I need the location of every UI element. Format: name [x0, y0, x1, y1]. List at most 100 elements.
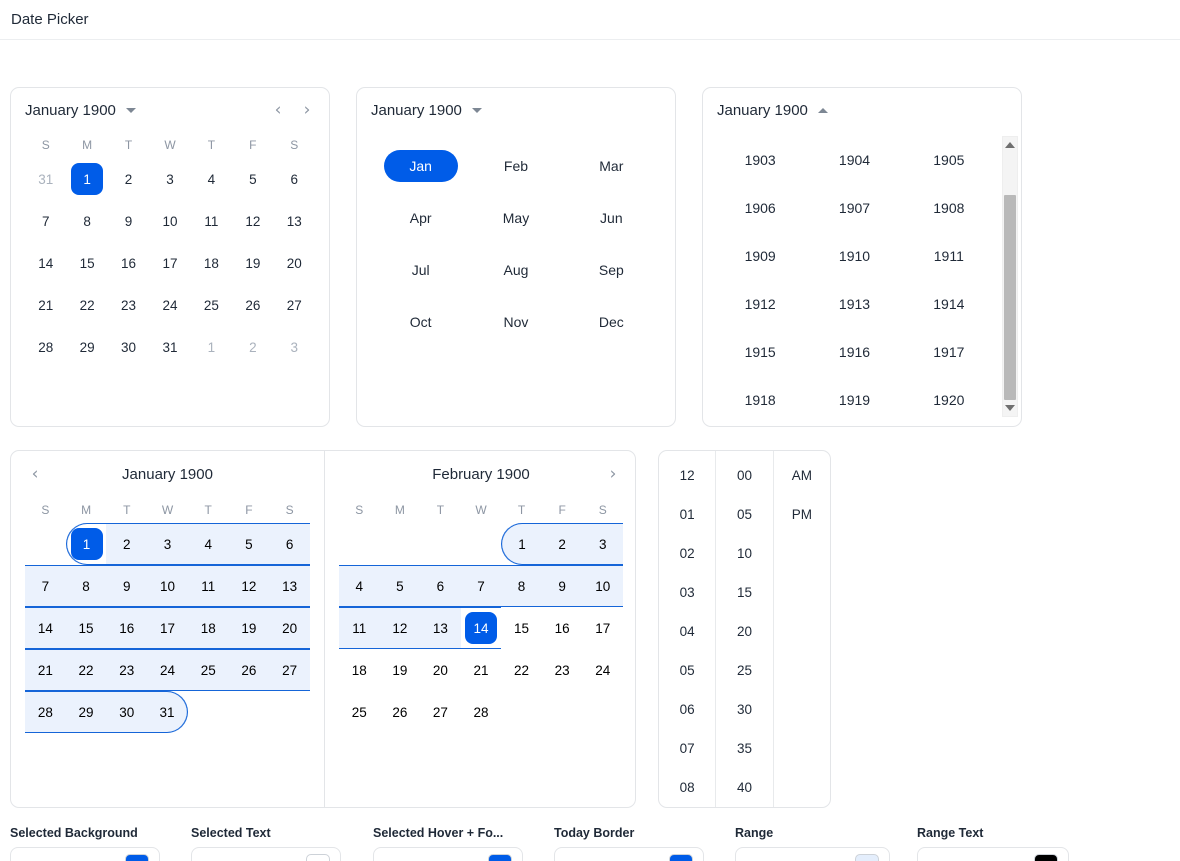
range-day-cell[interactable]: 13 [269, 565, 310, 607]
minute-option[interactable]: 10 [736, 546, 752, 561]
month-cell-aug[interactable]: Aug [468, 244, 563, 296]
month-cell-may[interactable]: May [468, 192, 563, 244]
color-value-text[interactable]: #000000 [930, 859, 1034, 861]
day-cell[interactable]: 30 [108, 326, 149, 368]
color-input-field[interactable]: #005CE8 [373, 847, 523, 861]
meridiem-column[interactable]: AM PM [772, 451, 830, 807]
day-cell[interactable]: 23 [108, 284, 149, 326]
range-day-cell[interactable]: 9 [106, 565, 148, 607]
color-value-text[interactable]: #005CE8 [567, 859, 669, 861]
color-input-field[interactable]: #005CE8 [554, 847, 704, 861]
day-cell[interactable]: 13 [274, 200, 315, 242]
color-swatch[interactable] [125, 854, 149, 861]
chevron-up-icon[interactable] [817, 107, 828, 113]
color-value-text[interactable]: RGBA(0, 92, 2 [748, 859, 855, 861]
day-cell[interactable]: 27 [274, 284, 315, 326]
day-cell[interactable]: 20 [274, 242, 315, 284]
range-day-cell[interactable]: 4 [187, 523, 229, 565]
range-day-cell[interactable]: 31 [147, 691, 188, 733]
range-day-cell[interactable]: 24 [147, 649, 188, 691]
scrollbar-thumb[interactable] [1004, 195, 1016, 400]
range-day-cell[interactable]: 29 [65, 691, 107, 733]
day-cell[interactable]: 17 [149, 242, 190, 284]
day-cell[interactable]: 2 [108, 158, 149, 200]
hour-option[interactable]: 01 [679, 507, 695, 522]
color-value-text[interactable]: #FFFFFF [204, 859, 306, 861]
year-cell-1918[interactable]: 1918 [744, 392, 776, 408]
day-cell[interactable]: 1 [66, 158, 107, 200]
range-day-cell[interactable]: 4 [339, 565, 380, 607]
hour-option[interactable]: 12 [679, 468, 695, 483]
range-day-cell[interactable]: 7 [25, 565, 66, 607]
chevron-left-icon[interactable]: ‹ [274, 100, 282, 120]
range-day-cell[interactable]: 14 [25, 607, 66, 649]
chevron-down-icon[interactable] [125, 107, 136, 113]
day-cell[interactable]: 8 [66, 200, 107, 242]
year-cell-1917[interactable]: 1917 [933, 344, 965, 360]
month-cell-apr[interactable]: Apr [373, 192, 468, 244]
chevron-left-icon[interactable]: ‹ [31, 464, 39, 484]
range-day-cell[interactable]: 12 [379, 607, 421, 649]
month-cell-jan[interactable]: Jan [373, 140, 468, 192]
month-calendar-title[interactable]: January 1900 [371, 101, 462, 119]
triangle-up-icon[interactable] [1005, 142, 1015, 148]
range-day-cell[interactable]: 25 [187, 649, 229, 691]
range-day-cell[interactable]: 16 [542, 607, 583, 649]
chevron-down-icon[interactable] [471, 107, 482, 113]
range-day-cell[interactable]: 21 [25, 649, 66, 691]
range-day-cell[interactable]: 15 [501, 607, 542, 649]
minute-option[interactable]: 30 [736, 702, 752, 717]
range-day-cell[interactable]: 19 [228, 607, 270, 649]
range-day-cell[interactable]: 26 [380, 691, 421, 733]
range-day-cell[interactable]: 3 [147, 523, 188, 565]
range-day-cell[interactable]: 7 [460, 565, 502, 607]
day-cell[interactable]: 11 [191, 200, 232, 242]
day-cell[interactable]: 26 [232, 284, 273, 326]
range-day-cell[interactable]: 17 [582, 607, 623, 649]
day-cell[interactable]: 1 [191, 326, 232, 368]
color-value-text[interactable]: #005CE8 [386, 859, 488, 861]
day-cell[interactable]: 21 [25, 284, 66, 326]
year-calendar-title[interactable]: January 1900 [717, 101, 808, 119]
month-cell-jul[interactable]: Jul [373, 244, 468, 296]
minute-option[interactable]: 00 [736, 468, 752, 483]
range-day-cell[interactable]: 8 [501, 565, 542, 607]
range-day-cell[interactable]: 26 [228, 649, 270, 691]
year-cell-1908[interactable]: 1908 [933, 200, 965, 216]
meridiem-option[interactable]: PM [791, 507, 812, 522]
minute-option[interactable]: 05 [736, 507, 752, 522]
range-day-cell[interactable]: 6 [420, 565, 461, 607]
day-cell[interactable]: 14 [25, 242, 66, 284]
range-day-cell[interactable]: 18 [339, 649, 380, 691]
range-day-cell[interactable]: 23 [542, 649, 583, 691]
year-cell-1911[interactable]: 1911 [933, 248, 964, 264]
day-cell[interactable]: 31 [25, 158, 66, 200]
meridiem-option[interactable]: AM [791, 468, 812, 483]
range-day-cell[interactable]: 1 [501, 523, 542, 565]
range-day-cell[interactable]: 9 [541, 565, 583, 607]
hour-option[interactable]: 07 [679, 741, 695, 756]
day-cell[interactable]: 28 [25, 326, 66, 368]
range-day-cell[interactable]: 21 [461, 649, 502, 691]
day-cell[interactable]: 19 [232, 242, 273, 284]
year-cell-1903[interactable]: 1903 [744, 152, 776, 168]
day-cell[interactable]: 3 [149, 158, 190, 200]
minute-option[interactable]: 25 [736, 663, 752, 678]
year-cell-1904[interactable]: 1904 [838, 152, 871, 168]
month-cell-mar[interactable]: Mar [564, 140, 659, 192]
range-day-cell[interactable]: 30 [106, 691, 148, 733]
color-swatch[interactable] [488, 854, 512, 861]
color-value-text[interactable]: #005CE8 [23, 859, 125, 861]
chevron-right-icon[interactable]: › [303, 100, 311, 120]
year-cell-1909[interactable]: 1909 [744, 248, 776, 264]
year-cell-1906[interactable]: 1906 [744, 200, 776, 216]
month-cell-feb[interactable]: Feb [468, 140, 563, 192]
day-cell[interactable]: 15 [66, 242, 107, 284]
year-cell-1919[interactable]: 1919 [838, 392, 871, 408]
month-cell-oct[interactable]: Oct [373, 296, 468, 348]
year-cell-1907[interactable]: 1907 [838, 200, 871, 216]
chevron-right-icon[interactable]: › [609, 464, 617, 484]
minute-column[interactable]: 00 05 10 15 20 25 30 35 40 [715, 451, 772, 807]
range-day-cell[interactable]: 27 [269, 649, 310, 691]
range-day-cell[interactable]: 28 [25, 691, 66, 733]
